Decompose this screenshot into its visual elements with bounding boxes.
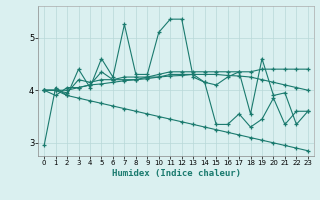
X-axis label: Humidex (Indice chaleur): Humidex (Indice chaleur)	[111, 169, 241, 178]
